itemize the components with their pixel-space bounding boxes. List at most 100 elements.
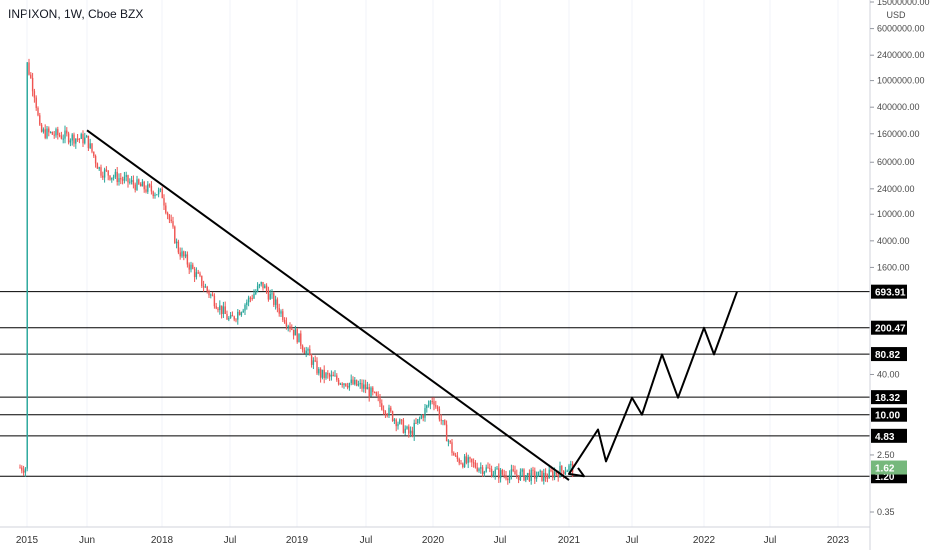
level-tag (871, 284, 907, 299)
level-tag-label: 80.82 (875, 350, 900, 361)
price-axis-unit: USD (886, 10, 906, 20)
candle-body (111, 177, 113, 180)
candle-body (62, 138, 64, 140)
candle-body (395, 419, 397, 427)
time-tick-label: 2015 (16, 535, 39, 546)
candle-body (30, 74, 32, 78)
candle-body (355, 379, 358, 386)
price-tick-label: 1000000.00 (877, 76, 925, 86)
candle-body (154, 194, 156, 197)
candle-body (368, 387, 370, 397)
candle-body (445, 424, 448, 442)
candle-body (566, 470, 568, 472)
candle-body (553, 472, 556, 478)
price-tick-label: 400000.00 (877, 102, 920, 112)
candle-body (147, 184, 149, 192)
candle-body (507, 478, 509, 481)
candle-body (433, 401, 435, 406)
candle-body (87, 135, 90, 149)
candle-body (31, 77, 34, 92)
projection-line (568, 291, 738, 478)
candle-body (431, 401, 433, 403)
candle-body (186, 254, 189, 265)
candle-body (418, 418, 421, 420)
price-axis: USD 15000000.00 6000000.00 2400000.00 100000… (870, 0, 930, 517)
candle-body (429, 401, 432, 405)
candle-body (471, 458, 473, 463)
time-tick-label: Jul (224, 535, 237, 546)
candle-body (476, 467, 478, 471)
candle-body (449, 440, 451, 443)
candle-body (517, 475, 520, 480)
candle-body (399, 419, 401, 424)
candle-body (112, 176, 115, 178)
candle-body (559, 465, 561, 478)
candle-body (93, 151, 95, 157)
candle-body (555, 472, 558, 474)
time-tick-label: 2020 (422, 535, 445, 546)
candle-body (192, 264, 194, 269)
time-tick-label: 2019 (286, 535, 309, 546)
price-tick-label: 10000.00 (877, 209, 915, 219)
price-tick-label: 40.00 (877, 369, 900, 379)
price-tick-label: 4000.00 (877, 236, 910, 246)
candle-body (318, 368, 320, 374)
candle-body (561, 465, 563, 471)
candle-body (159, 188, 162, 191)
candle-body (188, 264, 190, 270)
candle-body (226, 313, 228, 320)
projection-path (568, 291, 738, 478)
candle-body (496, 468, 498, 470)
candle-body (94, 156, 97, 164)
current-price-label: 1.62 (875, 464, 895, 475)
candle-body (109, 175, 111, 180)
candle-body (381, 403, 383, 410)
candle-body (314, 360, 316, 362)
candle-body (274, 299, 277, 305)
candle-body (42, 129, 45, 132)
candle-body (348, 383, 351, 388)
candle-body (372, 387, 374, 392)
candle-body (382, 409, 385, 412)
candle-body (370, 387, 372, 397)
time-axis: 2015 Jun 2018 Jul 2019 Jul 2020 Jul 2021 Jul 2022 J… (16, 535, 850, 546)
candle-body (364, 384, 367, 390)
candle-body (148, 184, 151, 186)
candle-body (201, 275, 203, 287)
candle-body (177, 241, 180, 253)
time-tick-label: Jul (626, 535, 639, 546)
candle-body (323, 369, 325, 378)
time-tick-label: Jul (360, 535, 373, 546)
candle-body (44, 129, 46, 138)
candle-body (384, 411, 387, 415)
candle-body (120, 178, 122, 180)
candle-body (539, 470, 541, 472)
candle-body (350, 379, 352, 384)
candle-body (525, 475, 527, 481)
level-tag (871, 407, 907, 422)
candle-body (26, 62, 28, 469)
candle-body (422, 415, 424, 418)
candle-body (510, 469, 513, 475)
candle-body (264, 285, 266, 289)
candle-body (562, 470, 565, 475)
candle-body (346, 386, 349, 388)
trendline (86, 129, 570, 481)
candle-body (485, 467, 487, 472)
candle-body (460, 463, 462, 465)
candle-body (544, 472, 547, 478)
time-tick-label: 2018 (151, 535, 174, 546)
candle-body (190, 264, 192, 270)
candle-body (136, 179, 138, 190)
candle-body (285, 322, 288, 327)
candle-body (278, 308, 280, 314)
candle-body (537, 471, 540, 477)
candle-body (204, 286, 207, 288)
candle-body (516, 474, 518, 476)
candle-body (552, 471, 554, 478)
candle-body (447, 440, 450, 442)
candle-body (269, 293, 271, 300)
candle-body (519, 471, 522, 480)
candle-body (238, 311, 241, 316)
